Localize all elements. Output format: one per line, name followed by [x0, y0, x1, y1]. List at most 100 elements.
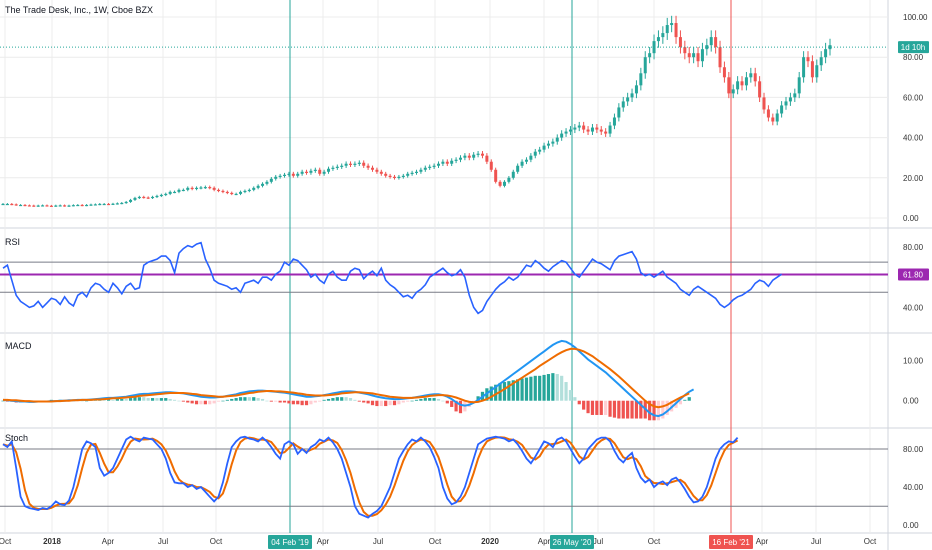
candle-body	[309, 170, 313, 173]
macd-histogram-bar	[516, 379, 520, 401]
candle-body	[727, 77, 731, 94]
stoch-tick-label: 0.00	[903, 521, 919, 530]
candle-body	[278, 175, 282, 177]
macd-histogram-bar	[370, 400, 375, 406]
candle-body	[71, 205, 75, 207]
macd-histogram-bar	[168, 398, 172, 401]
candle-body	[555, 137, 559, 142]
macd-histogram-bar	[577, 400, 581, 405]
candle-body	[595, 127, 599, 130]
macd-signal-line	[3, 347, 690, 409]
candle-body	[520, 161, 524, 166]
macd-histogram-bar	[300, 400, 304, 406]
macd-histogram-bar	[582, 400, 586, 410]
macd-histogram-bar	[260, 398, 265, 401]
macd-histogram-bar	[617, 400, 621, 419]
candle-body	[256, 185, 260, 188]
candle-body	[573, 127, 577, 130]
candle-body	[494, 169, 498, 182]
candle-body	[397, 176, 401, 178]
macd-histogram-bar	[551, 373, 555, 401]
macd-pane[interactable]	[1, 339, 695, 421]
macd-histogram-bar	[269, 400, 273, 402]
candle-body	[498, 181, 502, 186]
rsi-level-tag	[898, 268, 929, 281]
candle-body	[450, 160, 454, 164]
macd-histogram-bar	[159, 398, 163, 401]
macd-histogram-bar	[520, 378, 524, 401]
candle-body	[604, 131, 608, 134]
macd-histogram-bar	[120, 398, 124, 401]
candle-body	[27, 205, 31, 207]
candle-body	[225, 191, 229, 194]
candle-body	[32, 205, 36, 207]
candle-body	[771, 117, 775, 122]
candle-body	[445, 161, 449, 164]
candle-body	[393, 176, 397, 178]
candle-body	[10, 203, 14, 206]
date-marker-tag-label: 26 May '20	[553, 538, 592, 547]
candle-body	[678, 37, 682, 48]
candle-body	[107, 203, 111, 206]
macd-histogram-bar	[115, 398, 119, 401]
last-price-tag-label: 1d 10h	[901, 43, 925, 52]
candle-body	[318, 169, 322, 174]
macd-histogram-bar	[190, 400, 194, 404]
macd-histogram-bar	[111, 399, 115, 401]
macd-histogram-bar	[538, 375, 542, 401]
candle-body	[524, 159, 528, 162]
stoch-tick-label: 40.00	[903, 483, 924, 492]
macd-histogram-bar	[656, 400, 661, 421]
candle-body	[516, 165, 520, 172]
candle-body	[612, 117, 616, 126]
price-tick-label: 20.00	[903, 174, 924, 183]
date-marker-tag	[268, 535, 312, 549]
candle-body	[221, 190, 225, 193]
time-tick-label: 2018	[43, 537, 61, 546]
price-axis[interactable]: 1d 10h 100.00 80.00 60.00 40.00 20.00 0.00 80.0…	[898, 13, 929, 530]
macd-histogram-bar	[428, 398, 432, 401]
candle-body	[85, 204, 89, 207]
macd-histogram-bar	[238, 397, 243, 401]
macd-histogram-bar	[397, 400, 401, 405]
rsi-pane[interactable]	[0, 241, 888, 315]
candle-body	[45, 205, 49, 207]
chart-title: The Trade Desk, Inc., 1W, Cboe BZX	[5, 5, 153, 15]
candle-body	[736, 81, 740, 90]
candle-body	[784, 101, 788, 106]
candle-body	[274, 176, 278, 179]
macd-histogram-bar	[604, 400, 608, 415]
candle-body	[111, 203, 115, 205]
macd-histogram-bar	[225, 399, 229, 401]
candle-body	[529, 155, 533, 160]
candle-body	[283, 174, 287, 176]
time-axis[interactable]: Oct 2018 Apr Jul Oct Apr Jul Oct 2020 Apr Jul Oct Ap…	[0, 537, 877, 546]
candle-body	[687, 53, 691, 58]
candle-body	[533, 151, 537, 156]
candle-body	[511, 171, 515, 178]
rsi-tick-label: 80.00	[903, 243, 924, 252]
macd-histogram-bar	[331, 398, 335, 401]
candle-body	[476, 153, 480, 155]
price-pane[interactable]	[0, 15, 888, 207]
candle-body	[797, 77, 801, 94]
macd-histogram-bar	[683, 399, 687, 401]
candle-body	[41, 205, 45, 207]
candle-body	[322, 171, 326, 174]
macd-histogram-bar	[344, 397, 348, 401]
macd-histogram-bar	[648, 400, 652, 421]
candle-body	[313, 169, 317, 171]
macd-histogram-bar	[560, 375, 564, 401]
candle-body	[124, 201, 128, 204]
stoch-pane[interactable]	[0, 435, 888, 519]
macd-histogram-bar	[335, 397, 339, 401]
candle-body	[436, 163, 440, 166]
candle-body	[423, 167, 427, 170]
candle-body	[656, 37, 660, 42]
candle-body	[173, 191, 177, 194]
candle-body	[749, 73, 753, 78]
macd-histogram-bar	[626, 400, 630, 419]
macd-histogram-bar	[146, 398, 150, 401]
candle-body	[630, 93, 634, 98]
macd-histogram-bar	[542, 374, 546, 401]
